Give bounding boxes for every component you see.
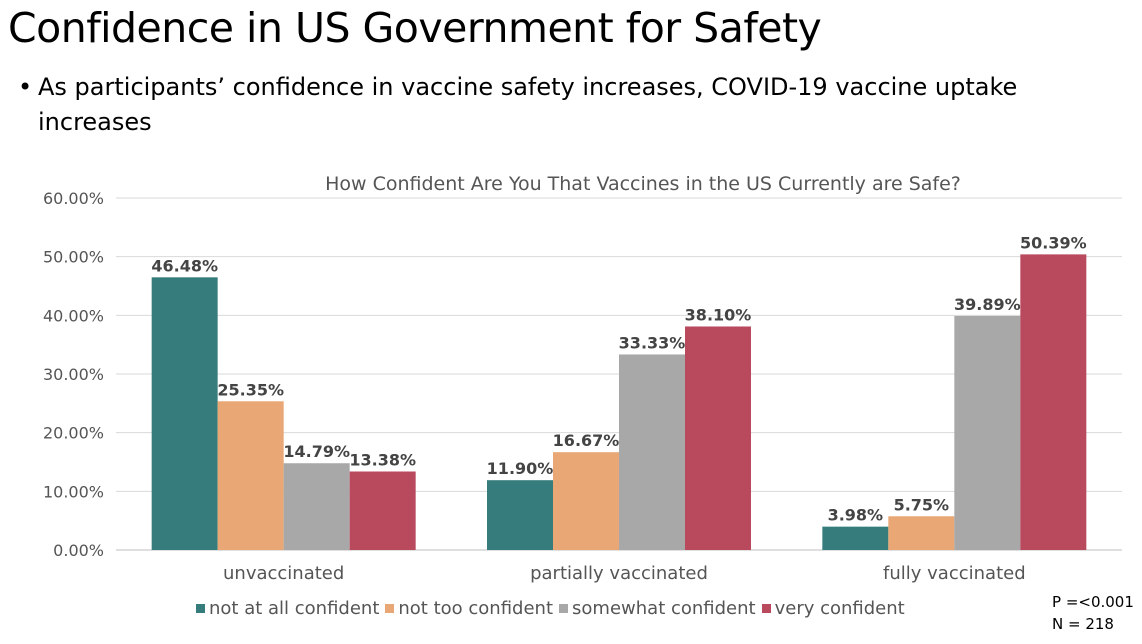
legend-label: somewhat confident xyxy=(572,598,756,619)
x-tick-label: unvaccinated xyxy=(223,563,344,584)
data-label: 39.89% xyxy=(954,295,1021,314)
y-tick-label: 30.00% xyxy=(43,365,104,384)
bar xyxy=(954,315,1021,550)
p-value: P =<0.001 xyxy=(1052,593,1134,611)
data-labels: 46.48% 25.35% 14.79% 13.38% 11.90% 16.67% 33.3… xyxy=(151,233,1086,524)
bar xyxy=(217,401,284,550)
legend-swatch xyxy=(559,604,569,613)
x-tick-label: partially vaccinated xyxy=(530,563,708,584)
y-tick-label: 20.00% xyxy=(43,424,104,443)
data-label: 33.33% xyxy=(619,333,686,352)
bar xyxy=(619,354,685,550)
x-tick-label: fully vaccinated xyxy=(883,563,1026,584)
bar xyxy=(349,471,416,550)
bar xyxy=(487,480,553,550)
data-label: 5.75% xyxy=(894,495,950,514)
y-tick-label: 10.00% xyxy=(43,482,104,501)
chart-legend: not at all confident not too confident som… xyxy=(196,598,905,619)
data-label: 50.39% xyxy=(1020,233,1087,252)
data-label: 25.35% xyxy=(217,380,284,399)
bar xyxy=(822,526,889,550)
chart-title: How Confident Are You That Vaccines in t… xyxy=(325,173,961,195)
legend-swatch xyxy=(196,604,205,613)
y-tick-label: 0.00% xyxy=(53,541,104,560)
bar xyxy=(1020,254,1087,550)
bullet-point: • As participants’ confidence in vaccine… xyxy=(18,70,1133,140)
legend-item: somewhat confident xyxy=(559,598,756,619)
y-tick-label: 60.00% xyxy=(43,189,104,208)
bar xyxy=(151,277,218,550)
bar xyxy=(888,516,955,550)
bar xyxy=(685,326,751,550)
legend-item: not at all confident xyxy=(196,598,379,619)
data-label: 13.38% xyxy=(349,451,416,470)
data-label: 46.48% xyxy=(151,256,218,275)
data-label: 38.10% xyxy=(685,305,752,324)
bullet-dot-icon: • xyxy=(18,73,33,101)
bar-chart: How Confident Are You That Vaccines in t… xyxy=(43,173,1122,584)
bar xyxy=(283,463,350,550)
legend-label: not too confident xyxy=(398,598,554,619)
legend-item: not too confident xyxy=(385,598,553,619)
x-axis-ticks: unvaccinated partially vaccinated fully va… xyxy=(223,563,1026,584)
data-label: 3.98% xyxy=(828,506,884,525)
bullet-text: As participants’ confidence in vaccine s… xyxy=(38,73,1018,136)
legend-label: very confident xyxy=(774,598,905,619)
y-tick-label: 40.00% xyxy=(43,306,104,325)
bars xyxy=(151,254,1087,550)
legend-swatch xyxy=(385,604,395,613)
y-tick-label: 50.00% xyxy=(43,248,104,267)
legend-swatch xyxy=(761,604,771,613)
data-label: 16.67% xyxy=(553,431,620,450)
y-axis-ticks: 0.00% 10.00% 20.00% 30.00% 40.00% 50.00% 60.00… xyxy=(43,189,104,560)
stats-note: P =<0.001 N = 218 xyxy=(1052,591,1134,635)
data-label: 14.79% xyxy=(283,442,350,461)
data-label: 11.90% xyxy=(487,459,554,478)
slide-title: Confidence in US Government for Safety xyxy=(8,4,822,52)
legend-label: not at all confident xyxy=(209,598,380,619)
legend-item: very confident xyxy=(761,598,905,619)
bar xyxy=(553,452,619,550)
sample-size: N = 218 xyxy=(1052,615,1114,633)
